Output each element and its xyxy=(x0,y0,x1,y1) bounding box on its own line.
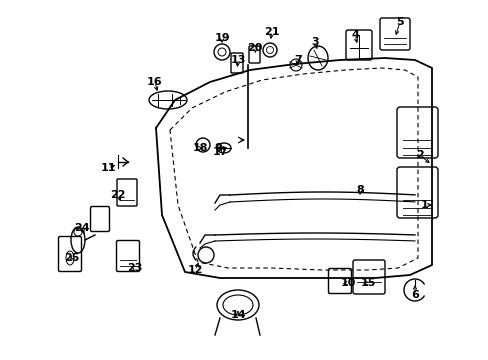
Text: 22: 22 xyxy=(110,190,125,200)
Text: 18: 18 xyxy=(192,143,207,153)
Text: 4: 4 xyxy=(350,30,358,40)
Text: 5: 5 xyxy=(395,17,403,27)
Text: 2: 2 xyxy=(415,150,423,160)
Text: 16: 16 xyxy=(147,77,163,87)
Text: 19: 19 xyxy=(214,33,229,43)
Text: 12: 12 xyxy=(187,265,203,275)
Text: 24: 24 xyxy=(74,223,90,233)
Text: 14: 14 xyxy=(230,310,245,320)
Text: 9: 9 xyxy=(214,143,222,153)
Text: 25: 25 xyxy=(64,253,80,263)
Text: 3: 3 xyxy=(310,37,318,47)
Text: 10: 10 xyxy=(340,278,355,288)
Text: 21: 21 xyxy=(264,27,279,37)
Text: 1: 1 xyxy=(420,200,428,210)
Text: 13: 13 xyxy=(230,55,245,65)
Text: 20: 20 xyxy=(247,43,262,53)
Text: 11: 11 xyxy=(100,163,116,173)
Text: 15: 15 xyxy=(360,278,375,288)
Text: 8: 8 xyxy=(355,185,363,195)
Text: 17: 17 xyxy=(212,147,227,157)
Text: 7: 7 xyxy=(293,55,301,65)
Text: 6: 6 xyxy=(410,290,418,300)
Text: 23: 23 xyxy=(127,263,142,273)
